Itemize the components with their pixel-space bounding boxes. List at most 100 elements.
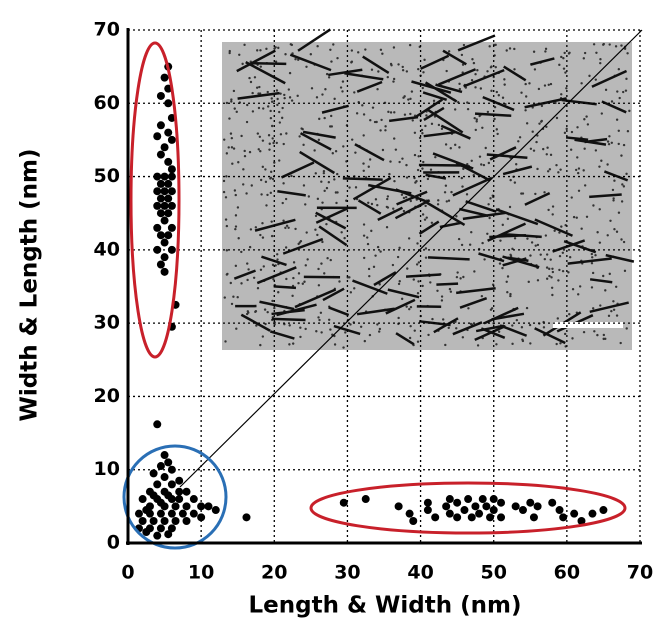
- texture-dot: [444, 143, 448, 146]
- texture-dot: [379, 48, 383, 52]
- data-point: [182, 487, 191, 496]
- texture-dot: [261, 165, 265, 169]
- texture-dot: [577, 189, 581, 192]
- texture-dot: [424, 204, 427, 208]
- texture-rod: [273, 285, 297, 290]
- texture-dot: [376, 88, 379, 91]
- texture-dot: [330, 60, 333, 63]
- texture-dot: [620, 154, 623, 157]
- texture-dot: [306, 258, 309, 261]
- texture-dot: [251, 91, 254, 95]
- texture-dot: [567, 52, 571, 55]
- texture-dot: [599, 61, 602, 65]
- texture-dot: [273, 161, 276, 164]
- texture-dot: [548, 168, 552, 171]
- texture-dot: [259, 178, 263, 182]
- x-tick-label: 10: [188, 562, 214, 584]
- texture-dot: [370, 202, 374, 206]
- texture-dot: [624, 89, 628, 92]
- texture-dot: [282, 219, 285, 222]
- texture-dot: [384, 125, 387, 128]
- texture-dot: [334, 191, 338, 194]
- texture-dot: [368, 333, 372, 337]
- texture-dot: [517, 140, 520, 143]
- texture-dot: [377, 70, 380, 73]
- texture-rod: [502, 165, 533, 176]
- texture-dot: [362, 134, 365, 137]
- texture-dot: [329, 258, 332, 262]
- texture-dot: [555, 163, 558, 167]
- texture-dot: [229, 132, 233, 135]
- texture-dot: [484, 146, 487, 150]
- texture-dot: [595, 51, 598, 54]
- texture-dot: [255, 86, 259, 89]
- texture-dot: [560, 55, 563, 59]
- texture-dot: [425, 114, 428, 117]
- texture-dot: [314, 214, 318, 218]
- data-point: [164, 128, 173, 137]
- texture-dot: [462, 43, 466, 47]
- data-point: [482, 502, 491, 511]
- texture-dot: [374, 198, 378, 201]
- texture-dot: [362, 113, 366, 116]
- texture-dot: [482, 163, 486, 167]
- texture-dot: [310, 87, 314, 90]
- texture-rod: [465, 200, 497, 213]
- texture-dot: [362, 256, 366, 260]
- texture-dot: [407, 237, 411, 240]
- texture-dot: [550, 276, 553, 279]
- texture-dot: [559, 342, 562, 345]
- texture-rod: [478, 252, 505, 263]
- texture-dot: [591, 256, 594, 259]
- points: [134, 62, 608, 540]
- texture-dot: [545, 125, 548, 128]
- texture-dot: [568, 256, 572, 259]
- texture-dot: [413, 176, 416, 180]
- texture-dot: [234, 214, 238, 217]
- texture-rod: [601, 100, 627, 114]
- texture-rod: [254, 218, 296, 232]
- data-point: [134, 509, 143, 518]
- texture-dot: [409, 324, 412, 328]
- data-point: [167, 201, 176, 210]
- texture-dot: [256, 286, 260, 290]
- texture-dot: [379, 129, 382, 132]
- texture-dot: [598, 208, 601, 211]
- data-point: [153, 172, 162, 181]
- data-point: [153, 201, 162, 210]
- texture-dot: [489, 308, 493, 311]
- texture-dot: [388, 172, 391, 176]
- texture-rod: [277, 190, 306, 197]
- data-point: [497, 513, 506, 522]
- texture-dot: [582, 330, 586, 334]
- texture-dot: [413, 153, 417, 157]
- texture-dot: [252, 276, 256, 280]
- data-point: [197, 502, 206, 511]
- texture-dot: [302, 143, 305, 147]
- x-tick-label: 0: [121, 562, 134, 584]
- texture-dot: [625, 327, 628, 330]
- texture-dot: [417, 67, 420, 71]
- texture-dot: [243, 154, 247, 158]
- texture-dot: [628, 109, 631, 113]
- data-point: [160, 473, 169, 482]
- texture-dot: [386, 197, 389, 201]
- texture-dot: [283, 93, 286, 97]
- texture-dot: [282, 182, 285, 185]
- texture-dot: [544, 50, 547, 53]
- texture-dot: [416, 168, 420, 172]
- texture-dot: [493, 105, 497, 109]
- texture-dot: [409, 199, 412, 203]
- data-point: [423, 498, 432, 507]
- texture-dot: [275, 141, 278, 145]
- texture-dot: [497, 94, 501, 97]
- data-point: [478, 495, 487, 504]
- data-point: [156, 209, 165, 218]
- texture-dot: [261, 236, 265, 239]
- x-axis-title: Length & Width (nm): [249, 593, 522, 619]
- texture-dot: [376, 203, 379, 207]
- texture-dot: [612, 199, 615, 202]
- texture-dot: [250, 184, 253, 187]
- texture-dot: [545, 253, 549, 256]
- texture-dot: [466, 107, 470, 111]
